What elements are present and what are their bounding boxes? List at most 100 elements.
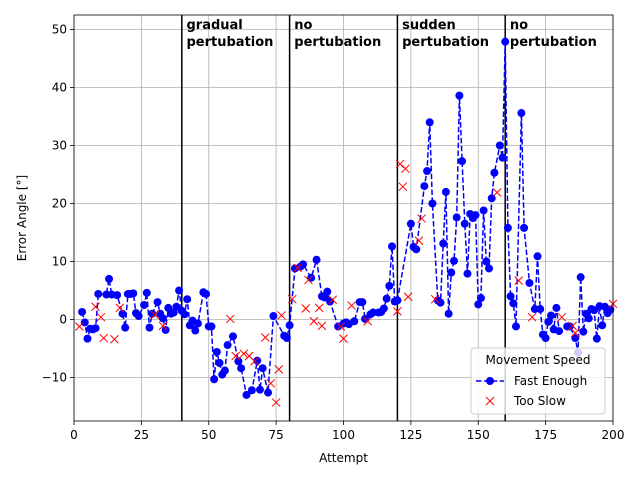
fast-enough-point <box>533 252 542 261</box>
fast-enough-point <box>258 364 267 373</box>
fast-enough-point <box>153 298 162 307</box>
fast-enough-point <box>406 219 415 228</box>
legend-slow-marker <box>485 396 495 406</box>
fast-enough-point <box>210 375 219 384</box>
fast-enough-point <box>180 310 189 319</box>
fast-enough-point <box>476 294 485 303</box>
fast-enough-point <box>388 242 397 251</box>
phase-annotation-text: sudden <box>402 18 456 33</box>
fast-enough-point <box>83 334 92 343</box>
fast-enough-point <box>509 299 518 308</box>
fast-enough-point <box>592 334 601 343</box>
too-slow-point <box>309 316 319 326</box>
fast-enough-point <box>474 300 483 309</box>
fast-enough-point <box>105 274 114 283</box>
x-tick-label: 200 <box>602 428 625 442</box>
fast-enough-point <box>485 264 494 273</box>
too-slow-point <box>403 292 413 302</box>
fast-enough-point <box>299 260 308 269</box>
fast-enough-point <box>458 157 467 166</box>
y-tick-label: 20 <box>52 197 67 211</box>
phase-annotation-text: gradual <box>186 18 242 33</box>
legend: Movement Speed Fast Enough Too Slow <box>470 347 606 415</box>
too-slow-point <box>570 328 580 338</box>
fast-enough-point <box>158 314 167 323</box>
too-slow-point <box>417 214 427 223</box>
too-slow-point <box>339 334 348 343</box>
too-slow-point <box>293 263 303 273</box>
fast-enough-point <box>237 364 246 373</box>
fast-enough-point <box>326 297 335 306</box>
fast-enough-point <box>441 187 450 196</box>
phase-annotations: gradual pertubation no pertubation sudden per… <box>186 18 596 50</box>
too-slow-point <box>231 351 241 361</box>
fast-enough-point <box>541 334 550 343</box>
fast-enough-point <box>358 298 367 307</box>
fast-enough-point <box>520 223 529 232</box>
fast-enough-point <box>220 366 229 375</box>
too-slow-point <box>110 334 119 344</box>
x-tick-label: 25 <box>134 428 149 442</box>
fast-enough-point <box>285 321 294 330</box>
fast-enough-point <box>312 255 321 264</box>
too-slow-point <box>271 398 281 407</box>
legend-title: Movement Speed <box>486 353 591 367</box>
too-slow-point <box>277 311 286 320</box>
fast-enough-point <box>579 327 588 336</box>
phase-annotation-text: pertubation <box>510 35 597 50</box>
fast-enough-point <box>460 219 469 228</box>
fast-enough-point <box>242 390 251 399</box>
fast-enough-point <box>503 223 512 232</box>
fast-enough-point <box>544 317 553 326</box>
too-slow-point <box>527 312 537 322</box>
fast-enough-point <box>584 314 593 323</box>
too-slow-point <box>225 314 235 324</box>
too-slow-point <box>568 321 577 331</box>
fast-enough-point <box>447 268 456 277</box>
too-slow-point <box>260 333 270 342</box>
too-slow-point <box>266 378 276 388</box>
fast-enough-point <box>145 323 154 332</box>
y-axis-label: Error Angle [°] <box>15 175 29 261</box>
fast-enough-point <box>552 303 561 312</box>
too-slow-point <box>363 316 373 326</box>
fast-enough-point <box>455 91 464 100</box>
fast-enough-point <box>565 322 574 331</box>
too-slow-point <box>317 321 327 331</box>
fast-enough-point <box>439 239 448 248</box>
too-slow-point <box>75 322 84 331</box>
fast-enough-point <box>282 334 291 343</box>
fast-enough-point <box>606 305 615 314</box>
fast-enough-point <box>501 37 510 46</box>
fast-enough-point <box>482 257 491 266</box>
fast-enough-point <box>425 118 434 127</box>
fast-enough-point <box>412 245 421 254</box>
too-slow-point <box>96 312 106 322</box>
too-slow-point <box>393 307 402 316</box>
series <box>75 37 618 407</box>
too-slow-point <box>514 276 524 285</box>
y-tick-label: 10 <box>52 255 67 269</box>
fast-enough-point <box>247 386 256 395</box>
x-tick-label: 75 <box>268 428 283 442</box>
fast-enough-point <box>118 309 127 318</box>
too-slow-point <box>401 164 410 174</box>
fast-enough-point <box>323 287 332 296</box>
fast-enough-point <box>134 312 143 321</box>
fast-enough-point <box>121 323 130 332</box>
too-slow-point <box>158 321 168 331</box>
fast-enough-point <box>428 199 437 208</box>
fast-enough-point <box>385 281 394 290</box>
fast-enough-point <box>495 141 504 150</box>
y-tick-label: 30 <box>52 139 67 153</box>
y-tick-label: 40 <box>52 81 67 95</box>
too-slow-point <box>304 275 313 285</box>
fast-enough-point <box>142 288 151 297</box>
too-slow-point <box>328 295 338 305</box>
phase-annotation-text: pertubation <box>186 35 273 50</box>
fast-enough-point <box>525 278 534 287</box>
phase-annotation-text: no <box>510 18 528 33</box>
phase-annotation-text: no <box>294 18 312 33</box>
fast-enough-point <box>555 327 564 336</box>
